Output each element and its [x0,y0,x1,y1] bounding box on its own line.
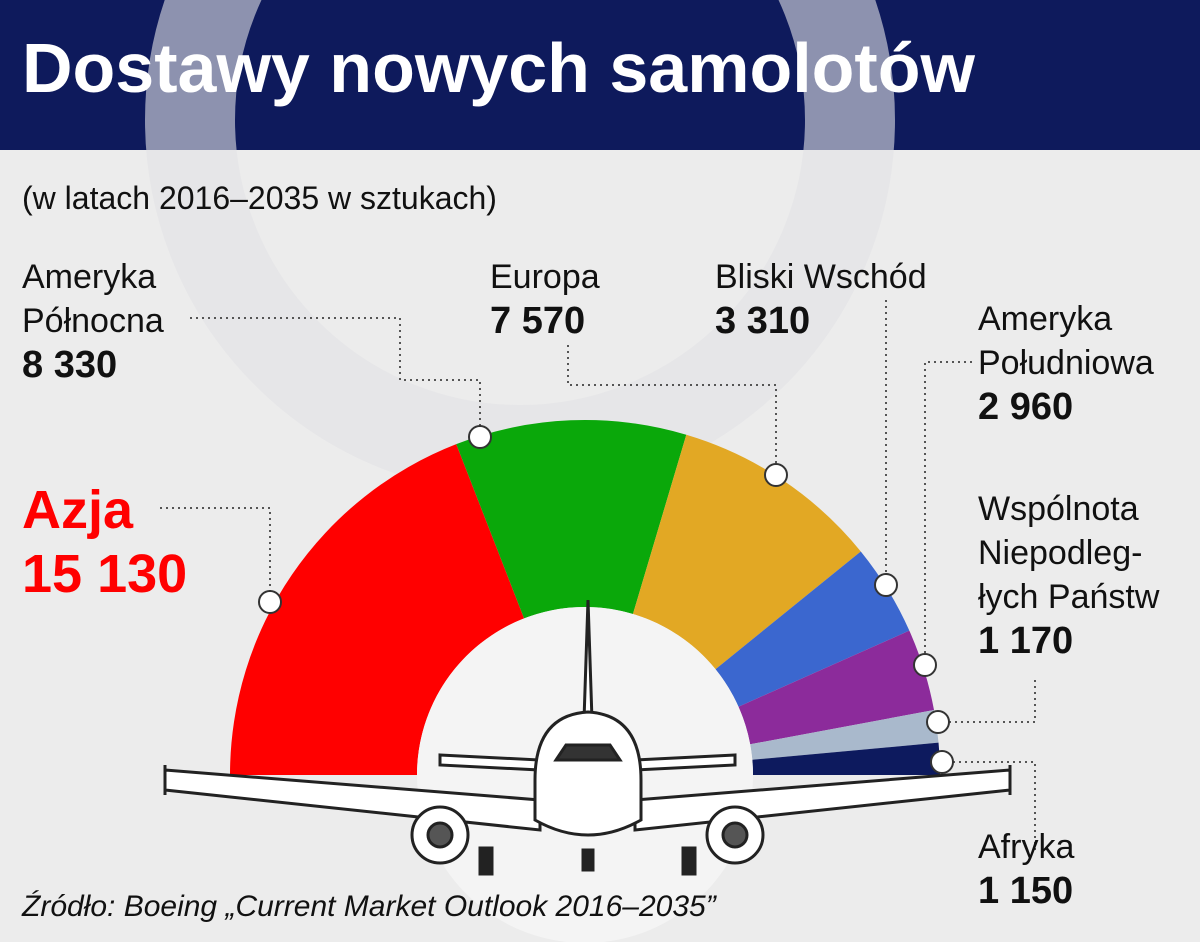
label: Europa 7 570 [490,255,600,343]
category-label: Europa [490,258,600,296]
category-label: Bliski Wschód [715,258,927,296]
value-label: 15 130 [22,544,188,604]
label: Azja 15 130 [22,478,187,606]
label: Ameryka Południowa 2 960 [978,297,1154,429]
category-label: Ameryka Północna [22,258,164,340]
title: Dostawy nowych samolotów [22,29,975,107]
airplane [163,599,1012,876]
label: Ameryka Północna 8 330 [22,255,164,387]
subtitle: (w latach 2016–2035 w sztukach) [22,180,497,216]
value-label: 7 570 [490,300,586,342]
label: Wspólnota Niepodleg- łych Państw 1 170 [978,487,1159,663]
category-label: Azja [22,480,134,540]
dots [258,425,954,774]
value-label: 1 170 [978,620,1074,662]
label: Bliski Wschód 3 310 [715,255,927,343]
slice [750,710,939,760]
leaders [160,300,1036,850]
slice [632,434,861,670]
category-label: Ameryka Południowa [978,300,1154,382]
slice [752,742,940,775]
source: Źródło: Boeing „Current Market Outlook 2… [22,890,716,923]
slice [230,444,525,775]
value-label: 1 150 [978,870,1074,912]
slice [715,551,910,707]
label: Afryka 1 150 [978,825,1074,913]
slice [738,630,935,745]
category-label: Afryka [978,828,1075,866]
slice [456,419,687,619]
value-label: 3 310 [715,300,811,342]
value-label: 2 960 [978,386,1074,428]
value-label: 8 330 [22,344,118,386]
category-label: Wspólnota Niepodleg- łych Państw [978,490,1160,616]
